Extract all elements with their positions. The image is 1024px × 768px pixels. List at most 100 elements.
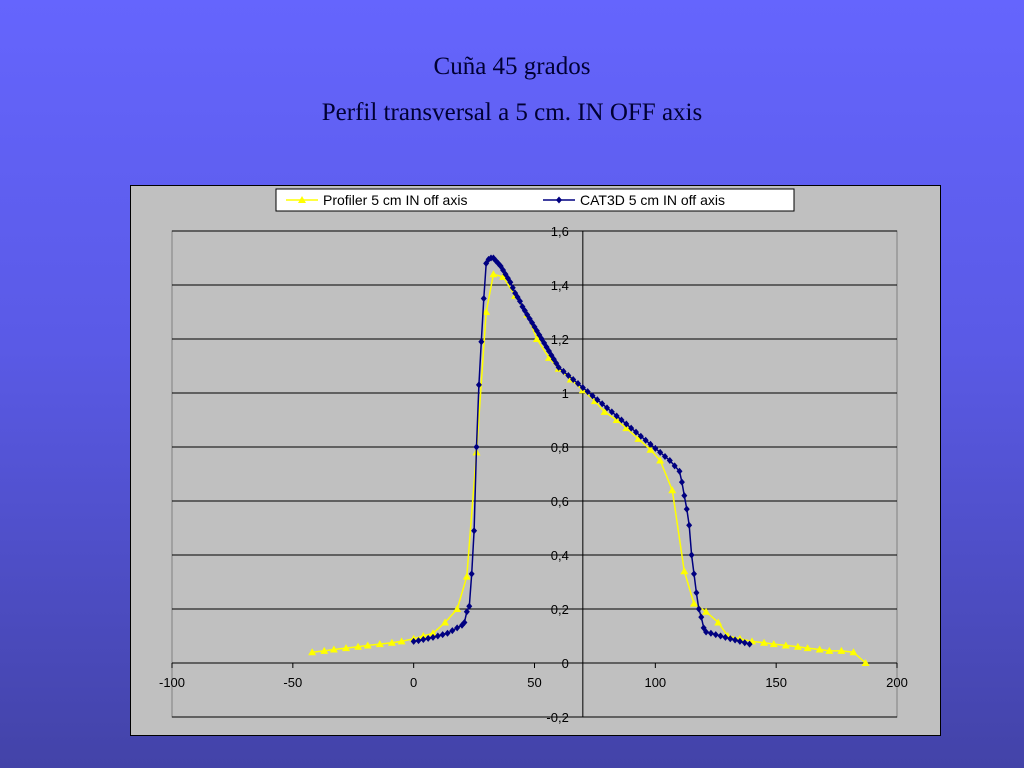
legend-label: CAT3D 5 cm IN off axis bbox=[580, 192, 725, 208]
data-point bbox=[429, 629, 437, 637]
x-tick-label: 0 bbox=[410, 675, 417, 690]
data-point bbox=[634, 434, 643, 442]
data-point bbox=[668, 486, 677, 494]
legend-marker bbox=[556, 196, 562, 204]
data-point bbox=[482, 308, 491, 315]
data-point bbox=[462, 572, 471, 580]
data-point bbox=[454, 624, 461, 632]
data-point bbox=[517, 297, 523, 305]
data-point bbox=[441, 618, 450, 626]
data-point bbox=[825, 646, 834, 654]
data-point bbox=[449, 627, 456, 635]
axes bbox=[171, 230, 898, 718]
data-point bbox=[714, 618, 723, 626]
data-point bbox=[589, 392, 596, 400]
data-point bbox=[529, 319, 536, 327]
data-point bbox=[444, 629, 451, 637]
data-point bbox=[717, 632, 724, 640]
data-point bbox=[342, 644, 350, 652]
y-tick-label: 1,6 bbox=[551, 224, 569, 239]
data-point bbox=[419, 632, 428, 639]
data-point bbox=[478, 338, 485, 346]
data-point bbox=[308, 648, 317, 656]
x-tick-label: 200 bbox=[886, 675, 908, 690]
data-point bbox=[425, 634, 432, 642]
data-point bbox=[612, 416, 621, 423]
data-point bbox=[397, 637, 406, 645]
data-point bbox=[594, 396, 601, 404]
data-point bbox=[633, 428, 639, 436]
data-point bbox=[662, 452, 668, 460]
slide-subtitle: Perfil transversal a 5 cm. IN OFF axis bbox=[321, 99, 703, 126]
data-point bbox=[489, 270, 498, 278]
data-point bbox=[543, 343, 550, 351]
data-point bbox=[849, 648, 858, 656]
data-point bbox=[686, 521, 693, 529]
data-point bbox=[702, 607, 711, 615]
data-point bbox=[781, 641, 790, 649]
legend-box bbox=[275, 188, 795, 212]
data-point bbox=[637, 432, 644, 440]
data-point bbox=[676, 467, 683, 475]
data-point bbox=[492, 257, 499, 265]
tick-labels: -100 -50 0 50 100 150 200 -0,2 0 0,2 0,4 0,6 0,8 1 1,2… bbox=[159, 224, 908, 725]
data-point bbox=[861, 659, 870, 666]
data-point bbox=[354, 642, 363, 650]
data-point bbox=[604, 404, 610, 412]
y-tick-label: 0 bbox=[562, 656, 569, 671]
data-point bbox=[608, 408, 615, 416]
data-point bbox=[430, 633, 436, 641]
data-point bbox=[363, 641, 372, 649]
data-point bbox=[703, 628, 710, 636]
data-point bbox=[461, 619, 468, 626]
data-point bbox=[524, 311, 531, 319]
x-tick-label: 100 bbox=[644, 675, 666, 690]
data-point bbox=[622, 424, 631, 432]
chart-area: -100 -50 0 50 100 150 200 -0,2 0 0,2 0,4 0,6 0,8 1 1,2… bbox=[130, 185, 941, 736]
data-point bbox=[680, 567, 689, 575]
data-point bbox=[473, 443, 480, 451]
data-point bbox=[736, 637, 743, 645]
y-tick-label: 1,2 bbox=[551, 332, 569, 347]
x-tick-label: 150 bbox=[765, 675, 787, 690]
data-point bbox=[387, 638, 396, 646]
data-point bbox=[678, 478, 685, 486]
y-tick-label: 0,4 bbox=[551, 548, 569, 563]
data-point bbox=[693, 589, 700, 597]
data-point bbox=[439, 631, 446, 639]
data-point bbox=[698, 613, 705, 621]
data-point bbox=[483, 259, 490, 267]
data-point bbox=[727, 635, 734, 643]
data-point bbox=[502, 270, 509, 278]
data-point bbox=[575, 380, 581, 388]
data-point bbox=[646, 445, 655, 453]
data-point bbox=[329, 645, 338, 653]
data-point bbox=[683, 505, 690, 513]
data-point bbox=[320, 646, 329, 654]
data-point bbox=[415, 637, 422, 645]
legend: Profiler 5 cm IN off axis CAT3D 5 cm IN o… bbox=[275, 188, 795, 212]
y-tick-label: 0,6 bbox=[551, 494, 569, 509]
data-point bbox=[695, 605, 702, 613]
data-point bbox=[647, 440, 654, 448]
data-point bbox=[628, 424, 635, 432]
data-point bbox=[623, 420, 630, 428]
data-point bbox=[584, 388, 591, 396]
y-tick-label: 0,8 bbox=[551, 440, 569, 455]
data-point bbox=[690, 599, 698, 607]
data-point bbox=[700, 624, 707, 632]
x-tick-label: 50 bbox=[527, 675, 541, 690]
data-point bbox=[532, 335, 541, 342]
series-layer bbox=[308, 254, 870, 666]
data-point bbox=[732, 636, 739, 644]
data-point bbox=[497, 262, 504, 270]
data-point bbox=[803, 644, 812, 652]
data-point bbox=[468, 570, 475, 578]
x-tick-label: -100 bbox=[159, 675, 185, 690]
data-point bbox=[375, 640, 384, 648]
data-point bbox=[480, 295, 487, 302]
data-point bbox=[837, 646, 846, 654]
data-point bbox=[657, 448, 664, 456]
data-point bbox=[691, 570, 697, 578]
data-point bbox=[410, 637, 417, 645]
